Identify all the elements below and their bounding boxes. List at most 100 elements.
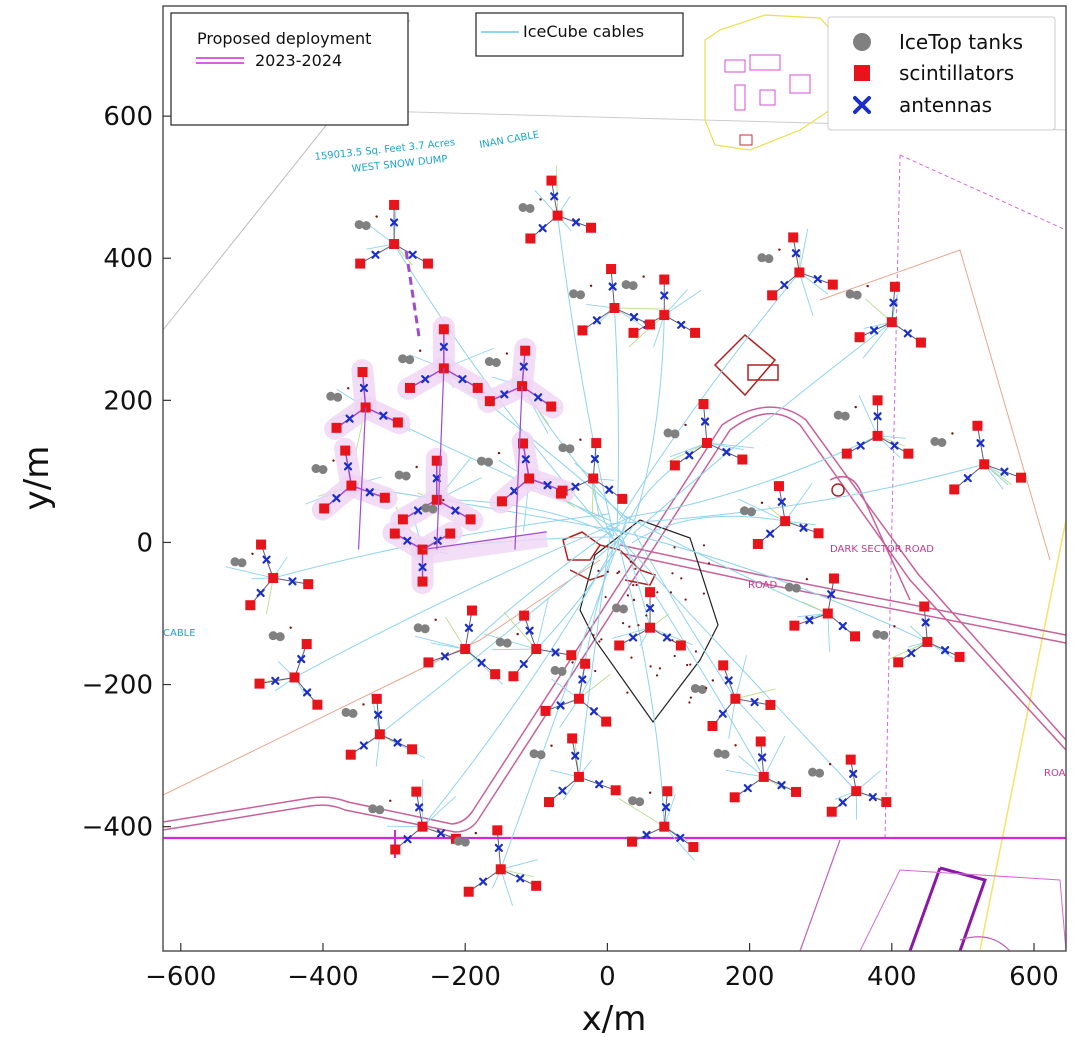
scintillator-marker	[490, 669, 501, 680]
cable-branch	[728, 698, 736, 739]
icetop-tank-marker	[557, 666, 567, 676]
icetop-tank-marker	[341, 707, 351, 717]
cable-trunk	[617, 541, 665, 827]
scintillator-marker	[431, 455, 442, 466]
scintillator-marker	[355, 258, 366, 269]
antenna-marker	[432, 474, 441, 483]
scintillator-marker	[737, 454, 748, 465]
scintillator-marker	[701, 437, 712, 448]
antenna-marker	[595, 780, 604, 789]
icecube-string-dot	[579, 438, 582, 441]
icecube-string-dot	[655, 674, 659, 677]
station-arm	[376, 698, 381, 735]
icecube-string-dot	[516, 632, 519, 636]
antenna-marker	[521, 455, 530, 464]
icetop-tank-marker	[739, 506, 749, 516]
antenna-marker	[849, 769, 858, 778]
scintillator-marker	[822, 608, 833, 619]
dark-sector-boundary	[884, 154, 901, 841]
antenna-marker	[408, 250, 417, 259]
cable-trunk	[606, 527, 928, 643]
antenna-marker	[389, 218, 399, 227]
icecube-string-dot	[289, 626, 292, 629]
antenna-marker	[332, 494, 341, 503]
cable-branch	[500, 859, 538, 870]
icetop-tank-marker	[394, 470, 404, 480]
cable-branch	[663, 826, 695, 861]
x-tick-label: −400	[287, 962, 358, 992]
icecube-string-dot	[550, 744, 553, 747]
icetop-tank-marker	[937, 437, 947, 447]
icetop-tank-marker	[628, 281, 638, 291]
scintillator-marker	[407, 744, 418, 755]
cable-trunk	[535, 525, 634, 650]
icecube-string-dot	[778, 248, 781, 251]
legend-scintillator-marker	[854, 65, 870, 81]
scintillator-marker	[949, 484, 960, 495]
icecube-string-dot	[760, 501, 764, 505]
icecube-string-dot	[629, 560, 632, 563]
antenna-marker	[271, 676, 280, 685]
station-arm	[521, 350, 526, 387]
antenna-marker	[629, 312, 639, 322]
cable-left-label: CABLE	[163, 628, 196, 639]
scintillator-marker	[789, 620, 800, 631]
scintillator-marker	[245, 600, 256, 611]
scintillator-marker	[758, 771, 769, 782]
antenna-marker	[758, 753, 767, 762]
icetop-tank-marker	[460, 837, 470, 847]
icecube-string-dot	[671, 572, 674, 575]
icetop-tank-marker	[690, 683, 700, 693]
antenna-marker	[780, 280, 789, 290]
red-structures	[562, 333, 845, 586]
cable-trunk	[622, 514, 829, 614]
antenna-marker	[551, 648, 560, 657]
station-arm	[592, 443, 597, 479]
cable-branch	[265, 577, 274, 615]
antenna-marker	[439, 342, 448, 351]
icecube-string-dot	[673, 546, 676, 549]
antenna-marker	[571, 218, 581, 227]
scintillator-marker	[889, 281, 900, 292]
icetop-tank-marker	[808, 767, 818, 777]
scintillator-marker	[609, 302, 620, 313]
cable-branch	[763, 735, 786, 778]
cable-trunk	[631, 515, 786, 544]
cable-trunk	[609, 463, 985, 525]
antenna-marker	[519, 659, 528, 669]
scintillator-marker	[567, 733, 578, 744]
scintillator-marker	[268, 572, 279, 583]
cable-trunk	[609, 524, 765, 778]
antenna-marker	[525, 626, 534, 635]
icecube-string-dot	[626, 691, 629, 694]
cable-trunk	[634, 315, 665, 521]
antenna-marker	[558, 786, 567, 795]
scintillator-marker	[606, 264, 617, 275]
x-axis-label: x/m	[582, 999, 647, 1037]
scintillator-marker	[675, 640, 686, 651]
icecube-string-dot	[474, 831, 477, 835]
antenna-marker	[743, 784, 752, 793]
antenna-marker	[500, 390, 509, 399]
icetop-tank-marker	[840, 411, 850, 421]
scintillator-marker	[730, 693, 741, 704]
cable-trunk	[294, 516, 631, 678]
icecube-string-dot	[680, 577, 683, 580]
scintillator-marker	[312, 699, 323, 710]
scintillator-marker	[773, 481, 784, 492]
scintillator-marker	[379, 492, 390, 503]
antenna-marker	[365, 488, 374, 497]
scintillator-marker	[417, 576, 428, 587]
scintillator-marker	[601, 716, 612, 727]
cable-branch	[491, 648, 537, 651]
icecube-string-dot	[589, 284, 593, 287]
plot-area: 159013.5 Sq. Feet 3.7 Acres WEST SNOW DU…	[162, 5, 1067, 952]
icetop-tank-marker	[453, 836, 463, 846]
station-arm	[571, 738, 580, 778]
icetop-tank-marker	[845, 289, 855, 299]
antenna-marker	[519, 362, 528, 371]
scintillator-marker	[659, 274, 670, 285]
scintillator-marker	[794, 267, 805, 278]
cable-branch	[556, 165, 559, 216]
antenna-marker	[418, 563, 427, 572]
